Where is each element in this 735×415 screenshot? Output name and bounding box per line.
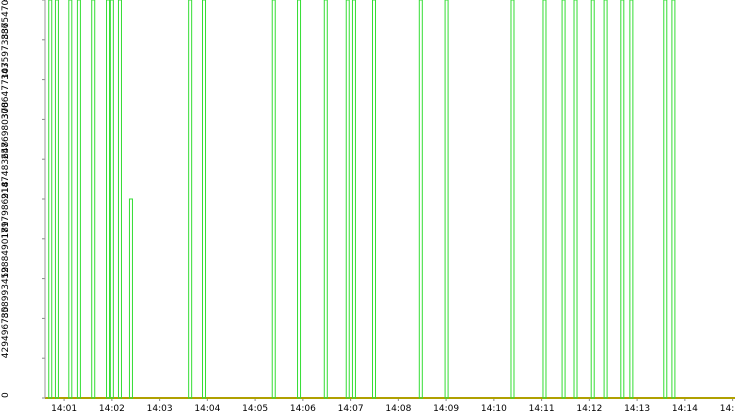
spike	[297, 0, 302, 399]
x-tick-label: 14:07	[338, 404, 364, 414]
x-tick-label: 14:13	[624, 404, 650, 414]
spike	[542, 0, 547, 399]
y-tick-label: 2576980378	[1, 102, 11, 160]
spike	[561, 0, 566, 399]
x-tick-label: 14:01	[51, 404, 77, 414]
spike	[663, 0, 668, 399]
spike	[117, 0, 122, 399]
x-tick-label: 14:10	[481, 404, 507, 414]
y-tick-label: 858993459	[1, 267, 11, 319]
spike	[620, 0, 625, 399]
y-tick-label: 429496730	[1, 306, 11, 358]
spike	[68, 0, 73, 399]
spike	[54, 0, 59, 399]
y-tick-label: 3865470566	[1, 0, 11, 40]
spike	[444, 0, 449, 399]
spike	[188, 0, 193, 399]
spike	[76, 0, 81, 399]
x-tick-label: 14:04	[194, 404, 220, 414]
x-tick-label: 14:03	[147, 404, 173, 414]
y-tick-label: 3435973837	[1, 22, 11, 79]
x-tick-label: 14:05	[242, 404, 268, 414]
x-tick-label: 14:12	[576, 404, 602, 414]
spike	[573, 0, 578, 399]
y-tick-label: 4294967296	[1, 0, 11, 2]
y-tick-label: 2147483648	[1, 141, 11, 199]
y-tick-label: 1717986918	[1, 181, 11, 239]
x-tick-label: 14:14	[672, 404, 698, 414]
spike	[109, 0, 114, 399]
spike	[372, 0, 377, 399]
spike	[590, 0, 595, 399]
y-tick-label: 1288490189	[1, 221, 11, 279]
y-tick-label: 0	[1, 392, 11, 398]
spike	[323, 0, 328, 399]
spike	[128, 198, 133, 399]
x-tick-label: 14:11	[529, 404, 555, 414]
x-tick-label: 14:08	[385, 404, 411, 414]
spike	[351, 0, 356, 399]
spike	[271, 0, 276, 399]
x-tick-label: 14:09	[433, 404, 459, 414]
spike	[603, 0, 608, 399]
x-tick-label: 14:06	[290, 404, 316, 414]
x-tick-label: 14:02	[99, 404, 125, 414]
spike	[629, 0, 634, 399]
y-tick-label: 3006477107	[1, 62, 11, 119]
x-tick-label: 14:	[720, 404, 734, 414]
spike	[671, 0, 676, 399]
spike	[91, 0, 96, 399]
spike	[418, 0, 423, 399]
spike	[48, 0, 53, 399]
spike	[106, 0, 111, 399]
spike	[202, 0, 207, 399]
spike	[345, 0, 350, 399]
spike	[510, 0, 515, 399]
